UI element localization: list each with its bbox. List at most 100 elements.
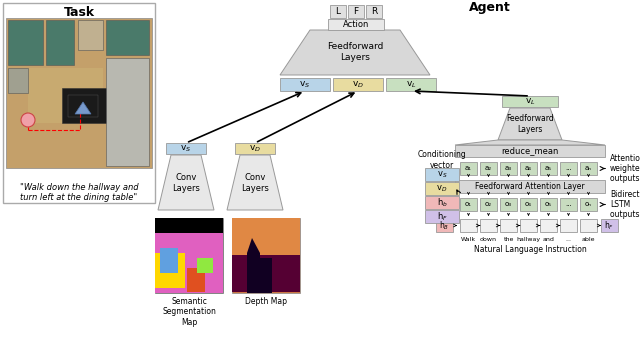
- Bar: [330, 5, 346, 18]
- Text: v$_D$: v$_D$: [249, 143, 261, 154]
- Bar: [500, 219, 517, 232]
- Text: o₁: o₁: [465, 202, 472, 207]
- Text: a₃: a₃: [505, 166, 512, 171]
- Text: reduce_mean: reduce_mean: [501, 147, 559, 155]
- Bar: [160, 248, 178, 273]
- Text: ...: ...: [566, 237, 572, 242]
- Text: and: and: [543, 237, 554, 242]
- Polygon shape: [455, 140, 605, 145]
- Text: Semantic
Segmentation
Map: Semantic Segmentation Map: [162, 297, 216, 327]
- Bar: [436, 219, 453, 232]
- Bar: [460, 219, 477, 232]
- Polygon shape: [247, 238, 272, 293]
- Text: Action: Action: [343, 20, 369, 29]
- Bar: [580, 219, 597, 232]
- Text: o₄: o₄: [525, 202, 532, 207]
- Bar: [560, 162, 577, 175]
- Text: Conditioning
vector: Conditioning vector: [418, 150, 467, 170]
- Bar: [560, 219, 577, 232]
- Text: o₂: o₂: [485, 202, 492, 207]
- Bar: [328, 19, 384, 30]
- Bar: [520, 219, 537, 232]
- Circle shape: [21, 113, 35, 127]
- Bar: [425, 182, 459, 195]
- Bar: [386, 78, 436, 91]
- Bar: [280, 78, 330, 91]
- Bar: [6, 18, 152, 168]
- Bar: [601, 219, 618, 232]
- Text: Conv
Layers: Conv Layers: [172, 173, 200, 193]
- Polygon shape: [75, 102, 91, 114]
- Bar: [155, 218, 223, 293]
- Text: a₂: a₂: [485, 166, 492, 171]
- Text: Bidirectional
LSTM
outputs, oᵢ: Bidirectional LSTM outputs, oᵢ: [610, 190, 640, 219]
- Text: a₁: a₁: [465, 166, 472, 171]
- Polygon shape: [280, 30, 430, 75]
- Bar: [500, 198, 517, 211]
- Text: h$_b$: h$_b$: [436, 196, 447, 209]
- Text: h$_F$: h$_F$: [436, 210, 447, 223]
- Bar: [520, 162, 537, 175]
- Text: a₄: a₄: [525, 166, 532, 171]
- Bar: [235, 143, 275, 154]
- Text: "Walk down the hallway and
turn left at the dining table": "Walk down the hallway and turn left at …: [20, 183, 138, 202]
- Bar: [425, 168, 459, 181]
- Bar: [455, 145, 605, 157]
- Bar: [580, 198, 597, 211]
- Text: Conv
Layers: Conv Layers: [241, 173, 269, 193]
- Bar: [28, 68, 103, 123]
- Bar: [155, 253, 185, 288]
- Text: hallway: hallway: [516, 237, 541, 242]
- Bar: [68, 95, 98, 117]
- Bar: [106, 20, 149, 55]
- Bar: [425, 210, 459, 223]
- Text: v$_S$: v$_S$: [180, 143, 191, 154]
- Text: o₅: o₅: [545, 202, 552, 207]
- Bar: [455, 180, 605, 193]
- Text: Feedforward Attention Layer: Feedforward Attention Layer: [475, 182, 585, 191]
- Text: h$_F$: h$_F$: [604, 219, 614, 232]
- Text: v$_S$: v$_S$: [436, 169, 447, 180]
- Text: Natural Language Instruction: Natural Language Instruction: [474, 244, 586, 254]
- Text: Depth Map: Depth Map: [245, 297, 287, 306]
- Bar: [187, 268, 205, 292]
- Bar: [106, 58, 149, 166]
- Text: Task: Task: [63, 5, 95, 18]
- Bar: [540, 198, 557, 211]
- Bar: [560, 198, 577, 211]
- Text: ...: ...: [565, 202, 572, 207]
- Bar: [460, 162, 477, 175]
- Bar: [78, 20, 103, 50]
- Bar: [502, 96, 558, 107]
- Text: Agent: Agent: [469, 1, 511, 15]
- Bar: [480, 219, 497, 232]
- Text: down: down: [480, 237, 497, 242]
- Bar: [333, 78, 383, 91]
- Text: v$_L$: v$_L$: [406, 79, 416, 90]
- Text: Feedforward
Layers: Feedforward Layers: [506, 114, 554, 134]
- Text: able: able: [582, 237, 595, 242]
- Text: R: R: [371, 7, 377, 16]
- Bar: [540, 162, 557, 175]
- Text: the: the: [503, 237, 514, 242]
- Bar: [232, 218, 300, 293]
- Text: v$_D$: v$_D$: [352, 79, 364, 90]
- Bar: [480, 162, 497, 175]
- Bar: [62, 88, 107, 123]
- Bar: [8, 20, 43, 65]
- Bar: [197, 258, 213, 273]
- Text: v$_S$: v$_S$: [300, 79, 310, 90]
- Text: ...: ...: [565, 166, 572, 171]
- Bar: [348, 5, 364, 18]
- Text: v$_D$: v$_D$: [436, 183, 447, 194]
- Text: L: L: [335, 7, 340, 16]
- Text: Feedforward
Layers: Feedforward Layers: [327, 42, 383, 62]
- Bar: [155, 233, 223, 293]
- Text: aₙ: aₙ: [585, 166, 592, 171]
- Polygon shape: [227, 155, 283, 210]
- Bar: [540, 219, 557, 232]
- Polygon shape: [158, 155, 214, 210]
- Bar: [480, 198, 497, 211]
- Bar: [232, 218, 300, 255]
- Text: a₅: a₅: [545, 166, 552, 171]
